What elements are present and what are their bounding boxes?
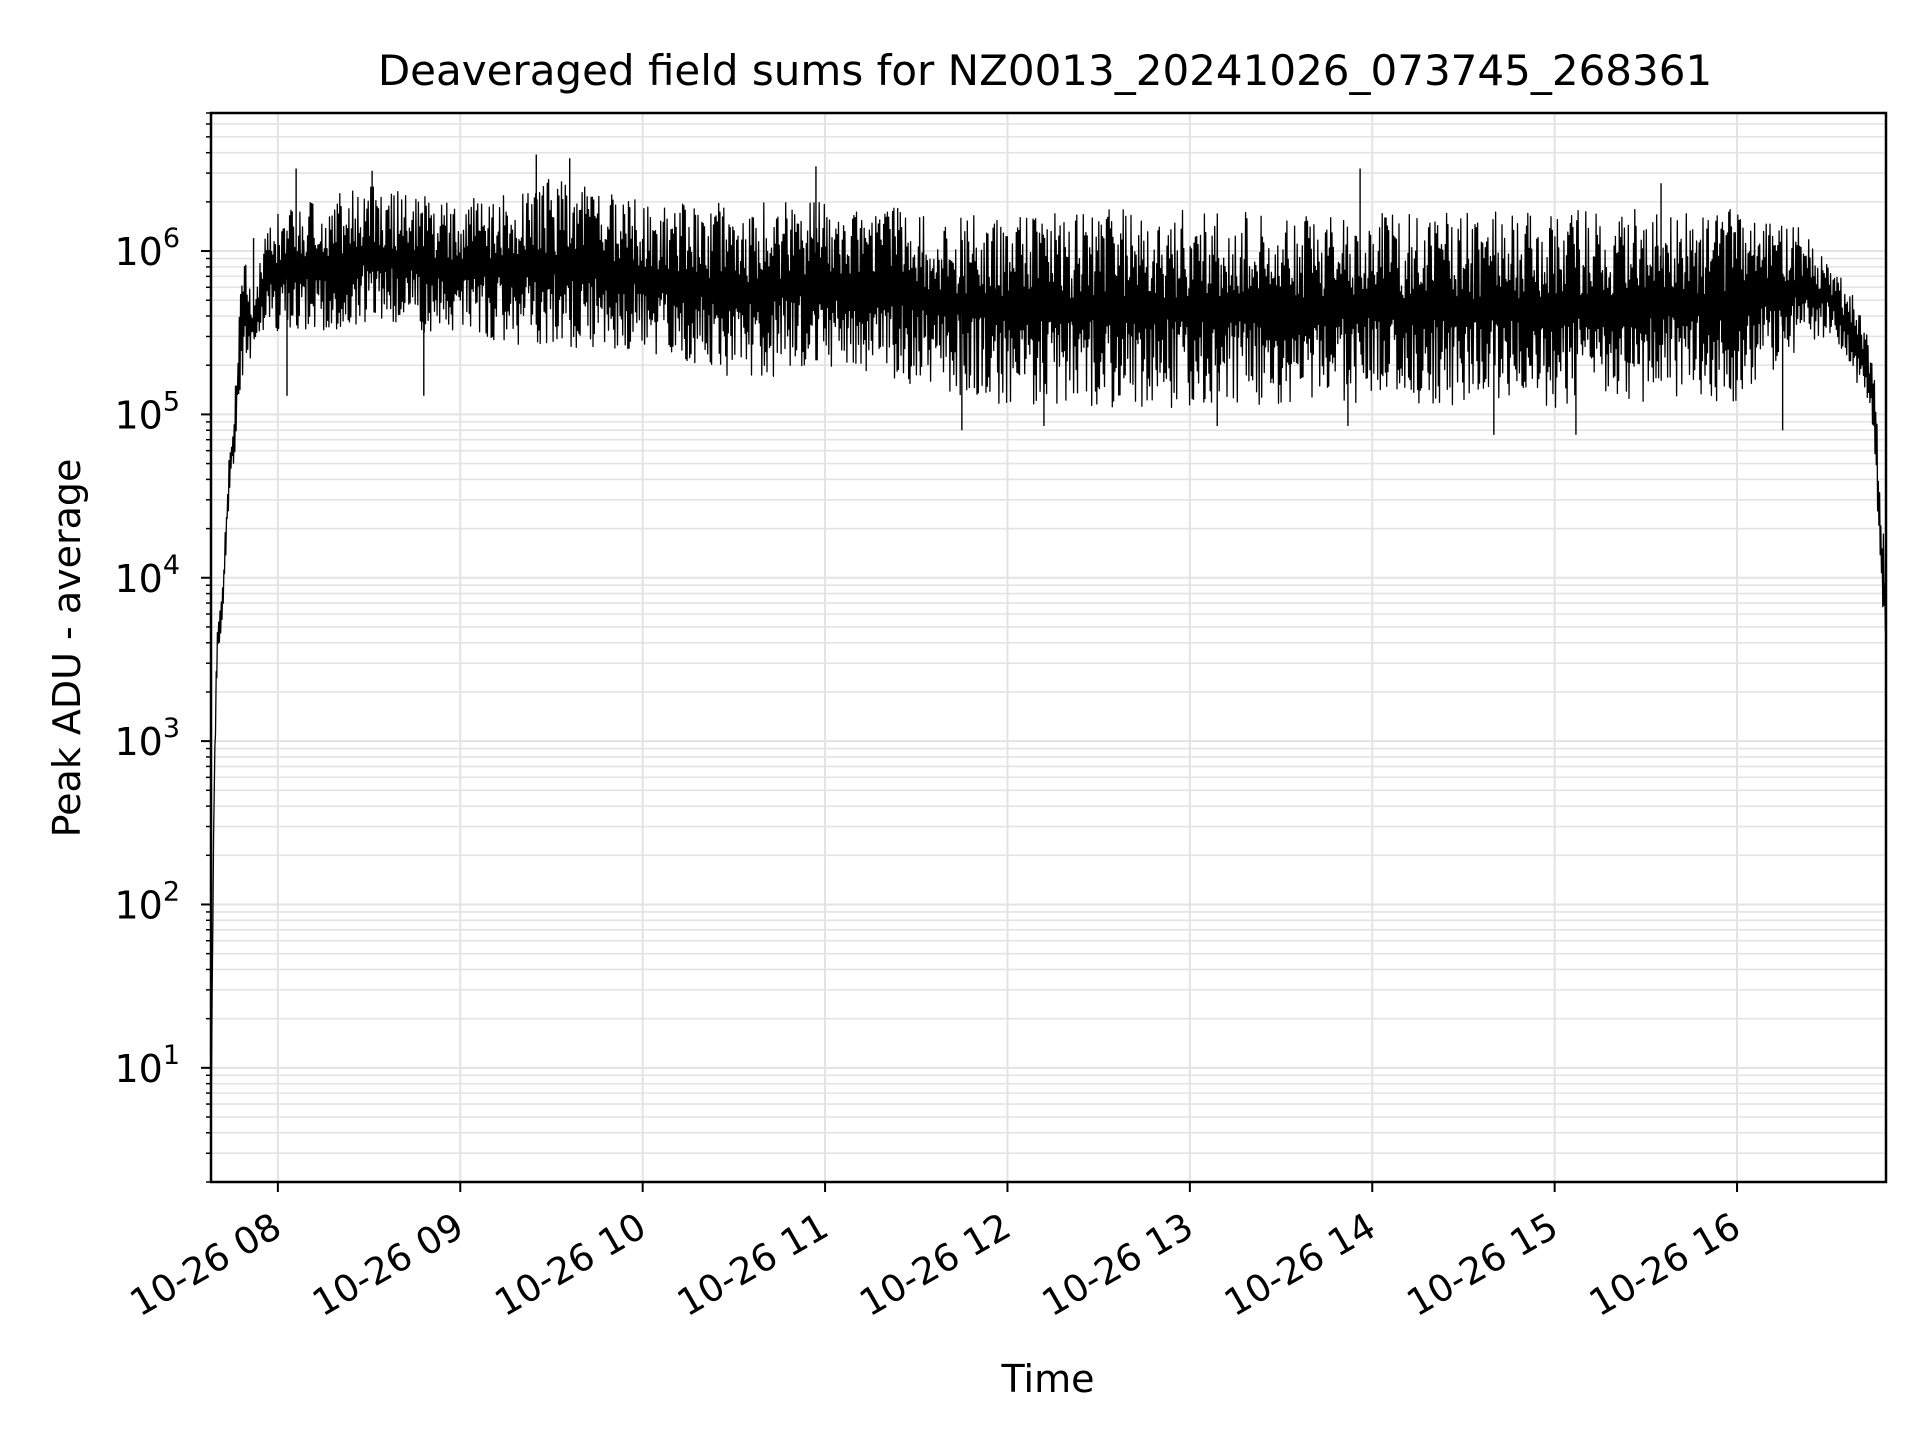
y-tick-label: 101 (114, 1040, 180, 1091)
y-tick-label: 102 (114, 876, 180, 927)
plot-area-frame (209, 111, 1888, 1184)
y-axis-label: Peak ADU - average (45, 459, 89, 838)
x-axis-label: Time (1001, 1357, 1095, 1401)
y-tick-label: 106 (114, 223, 180, 274)
series-line (210, 179, 1887, 1133)
data-series (210, 154, 1887, 1133)
chart-title: Deaveraged field sums for NZ0013_2024102… (378, 46, 1712, 95)
